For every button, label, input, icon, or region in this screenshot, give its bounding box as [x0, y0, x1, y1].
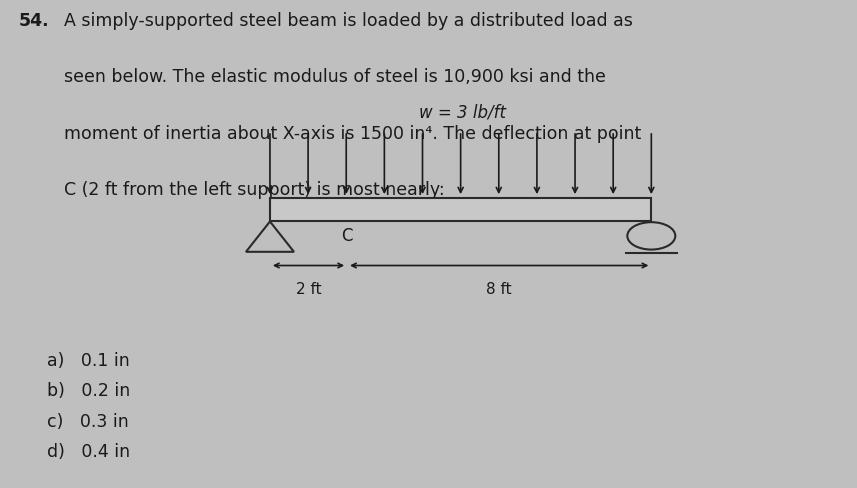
Bar [270, 199, 651, 222]
Text: A simply-supported steel beam is loaded by a distributed load as: A simply-supported steel beam is loaded … [64, 12, 633, 30]
Text: c)   0.3 in: c) 0.3 in [47, 412, 129, 430]
Text: C: C [341, 227, 353, 245]
Text: 8 ft: 8 ft [487, 282, 512, 297]
Text: a)   0.1 in: a) 0.1 in [47, 351, 130, 369]
Text: seen below. The elastic modulus of steel is 10,900 ksi and the: seen below. The elastic modulus of steel… [64, 68, 606, 86]
Text: moment of inertia about X-axis is 1500 in⁴. The deflection at point: moment of inertia about X-axis is 1500 i… [64, 124, 642, 142]
Text: 54.: 54. [19, 12, 50, 30]
Text: w = 3 lb/ft: w = 3 lb/ft [419, 103, 506, 121]
Text: C (2 ft from the left support) is most nearly:: C (2 ft from the left support) is most n… [64, 181, 445, 199]
Text: d)   0.4 in: d) 0.4 in [47, 442, 130, 460]
Text: 2 ft: 2 ft [296, 282, 321, 297]
Text: b)   0.2 in: b) 0.2 in [47, 382, 130, 400]
